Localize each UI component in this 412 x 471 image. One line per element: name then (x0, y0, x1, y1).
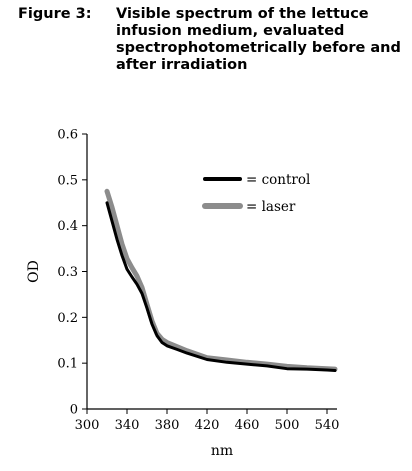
y-tick-label: 0.4 (57, 219, 78, 234)
legend-label-1: = laser (246, 199, 296, 215)
x-tick-label: 540 (315, 418, 340, 433)
legend: = control = laser (202, 172, 310, 215)
y-axis-label: OD (26, 260, 42, 283)
x-tick-label: 300 (75, 418, 100, 433)
y-tick-label: 0.6 (57, 128, 78, 143)
x-tick-label: 340 (115, 418, 140, 433)
x-ticks: 300 340 380 420 460 500 540 (75, 409, 340, 433)
x-tick-label: 420 (195, 418, 220, 433)
series-line-0 (105, 201, 337, 372)
figure-label: Figure 3: (18, 6, 92, 22)
y-tick-label: 0.5 (57, 173, 78, 188)
y-tick-label: 0 (70, 403, 78, 418)
x-axis-label: nm (211, 443, 233, 459)
legend-label-0: = control (246, 172, 310, 188)
x-tick-label: 460 (235, 418, 260, 433)
figure-caption-text: Visible spectrum of the lettuce infusion… (116, 6, 401, 73)
y-ticks: 0 0.1 0.2 0.3 0.4 0.5 0.6 (57, 128, 87, 418)
series-line-1 (104, 188, 338, 372)
y-tick-label: 0.1 (57, 357, 78, 372)
series-lines (104, 188, 338, 372)
x-tick-label: 380 (155, 418, 180, 433)
x-tick-label: 500 (275, 418, 300, 433)
y-tick-label: 0.3 (57, 265, 78, 280)
y-tick-label: 0.2 (57, 311, 78, 326)
